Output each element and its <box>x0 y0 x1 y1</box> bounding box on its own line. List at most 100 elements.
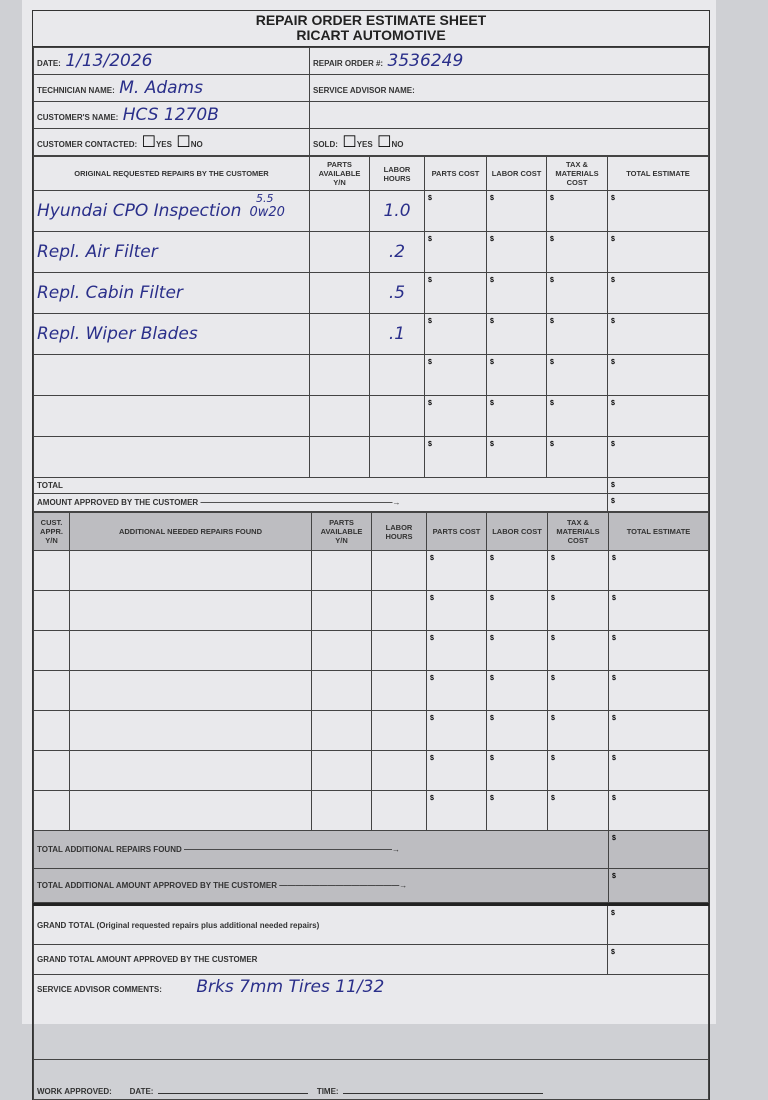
repair-description[interactable]: Repl. Air Filter <box>33 231 310 273</box>
parts-cost-cell[interactable]: $ <box>426 590 487 631</box>
tax-cost-cell[interactable]: $ <box>547 630 609 671</box>
additional-description-cell[interactable] <box>69 710 312 751</box>
repair-description[interactable]: Hyundai CPO Inspection 0w20 5.5 <box>33 190 310 232</box>
parts-available-cell[interactable] <box>309 272 370 314</box>
tax-cost-cell[interactable]: $ <box>546 272 608 314</box>
labor-cost-cell[interactable]: $ <box>486 354 547 396</box>
cust-approval-cell[interactable] <box>33 550 70 591</box>
labor-hours-cell[interactable] <box>369 395 425 437</box>
total-estimate-cell[interactable]: $ <box>607 272 709 314</box>
tax-cost-cell[interactable]: $ <box>546 231 608 273</box>
tax-cost-cell[interactable]: $ <box>546 395 608 437</box>
total-estimate-cell[interactable]: $ <box>608 670 709 711</box>
parts-available-cell[interactable] <box>309 395 370 437</box>
cust-approval-cell[interactable] <box>33 670 70 711</box>
parts-available-cell[interactable] <box>311 590 372 631</box>
parts-cost-cell[interactable]: $ <box>426 750 487 791</box>
labor-cost-cell[interactable]: $ <box>486 190 547 232</box>
labor-cost-cell[interactable]: $ <box>486 436 547 478</box>
parts-cost-cell[interactable]: $ <box>424 231 487 273</box>
contacted-yes-checkbox[interactable]: ☐ <box>141 134 156 151</box>
cust-approval-cell[interactable] <box>33 590 70 631</box>
tax-cost-cell[interactable]: $ <box>547 790 609 831</box>
parts-cost-cell[interactable]: $ <box>424 354 487 396</box>
tax-cost-cell[interactable]: $ <box>546 436 608 478</box>
parts-available-cell[interactable] <box>309 354 370 396</box>
tax-cost-cell[interactable]: $ <box>547 670 609 711</box>
cust-approval-cell[interactable] <box>33 790 70 831</box>
additional-description-cell[interactable] <box>69 590 312 631</box>
total-estimate-cell[interactable]: $ <box>607 354 709 396</box>
labor-cost-cell[interactable]: $ <box>486 231 547 273</box>
additional-description-cell[interactable] <box>69 790 312 831</box>
parts-cost-cell[interactable]: $ <box>426 550 487 591</box>
total-estimate-cell[interactable]: $ <box>608 590 709 631</box>
total-estimate-cell[interactable]: $ <box>607 395 709 437</box>
labor-cost-cell[interactable]: $ <box>486 790 548 831</box>
additional-description-cell[interactable] <box>69 630 312 671</box>
parts-available-cell[interactable] <box>311 630 372 671</box>
additional-description-cell[interactable] <box>69 670 312 711</box>
labor-cost-cell[interactable]: $ <box>486 670 548 711</box>
parts-cost-cell[interactable]: $ <box>426 790 487 831</box>
tax-cost-cell[interactable]: $ <box>546 313 608 355</box>
parts-cost-cell[interactable]: $ <box>426 670 487 711</box>
parts-available-cell[interactable] <box>311 710 372 751</box>
labor-hours-cell[interactable]: 1.0 <box>369 190 425 232</box>
additional-description-cell[interactable] <box>69 750 312 791</box>
tax-cost-cell[interactable]: $ <box>546 190 608 232</box>
labor-hours-cell[interactable] <box>371 590 427 631</box>
labor-cost-cell[interactable]: $ <box>486 750 548 791</box>
parts-cost-cell[interactable]: $ <box>424 313 487 355</box>
tax-cost-cell[interactable]: $ <box>546 354 608 396</box>
total-estimate-cell[interactable]: $ <box>608 630 709 671</box>
ro-field[interactable]: REPAIR ORDER #: 3536249 <box>309 47 709 75</box>
repair-description[interactable] <box>33 354 310 396</box>
repair-description[interactable] <box>33 436 310 478</box>
parts-available-cell[interactable] <box>311 750 372 791</box>
tax-cost-cell[interactable]: $ <box>547 550 609 591</box>
labor-hours-cell[interactable] <box>371 630 427 671</box>
parts-cost-cell[interactable]: $ <box>424 436 487 478</box>
labor-hours-cell[interactable] <box>371 750 427 791</box>
repair-description[interactable] <box>33 395 310 437</box>
labor-hours-cell[interactable] <box>369 436 425 478</box>
labor-hours-cell[interactable]: .1 <box>369 313 425 355</box>
parts-cost-cell[interactable]: $ <box>424 272 487 314</box>
labor-cost-cell[interactable]: $ <box>486 313 547 355</box>
total-estimate-cell[interactable]: $ <box>608 550 709 591</box>
total-estimate-cell[interactable]: $ <box>608 710 709 751</box>
tax-cost-cell[interactable]: $ <box>547 710 609 751</box>
sold-yes-checkbox[interactable]: ☐ <box>342 134 357 151</box>
labor-cost-cell[interactable]: $ <box>486 272 547 314</box>
customer-field[interactable]: CUSTOMER'S NAME: HCS 1270B <box>33 101 310 129</box>
labor-hours-cell[interactable] <box>369 354 425 396</box>
parts-available-cell[interactable] <box>311 790 372 831</box>
labor-hours-cell[interactable] <box>371 710 427 751</box>
parts-available-cell[interactable] <box>309 231 370 273</box>
repair-description[interactable]: Repl. Cabin Filter <box>33 272 310 314</box>
parts-available-cell[interactable] <box>311 550 372 591</box>
parts-cost-cell[interactable]: $ <box>426 710 487 751</box>
advisor-field[interactable]: SERVICE ADVISOR NAME: <box>309 74 709 102</box>
total-estimate-cell[interactable]: $ <box>607 231 709 273</box>
tax-cost-cell[interactable]: $ <box>547 750 609 791</box>
labor-cost-cell[interactable]: $ <box>486 590 548 631</box>
parts-available-cell[interactable] <box>309 190 370 232</box>
work-date-input[interactable] <box>157 1093 308 1094</box>
parts-available-cell[interactable] <box>311 670 372 711</box>
parts-cost-cell[interactable]: $ <box>424 190 487 232</box>
total-estimate-cell[interactable]: $ <box>607 190 709 232</box>
parts-cost-cell[interactable]: $ <box>426 630 487 671</box>
labor-cost-cell[interactable]: $ <box>486 710 548 751</box>
labor-hours-cell[interactable] <box>371 670 427 711</box>
comments-field[interactable]: SERVICE ADVISOR COMMENTS: Brks 7mm Tires… <box>33 974 709 1060</box>
work-time-input[interactable] <box>343 1093 544 1094</box>
labor-cost-cell[interactable]: $ <box>486 630 548 671</box>
contacted-no-checkbox[interactable]: ☐ <box>176 134 191 151</box>
labor-cost-cell[interactable]: $ <box>486 395 547 437</box>
technician-field[interactable]: TECHNICIAN NAME: M. Adams <box>33 74 310 102</box>
total-estimate-cell[interactable]: $ <box>608 790 709 831</box>
parts-available-cell[interactable] <box>309 436 370 478</box>
labor-hours-cell[interactable]: .2 <box>369 231 425 273</box>
